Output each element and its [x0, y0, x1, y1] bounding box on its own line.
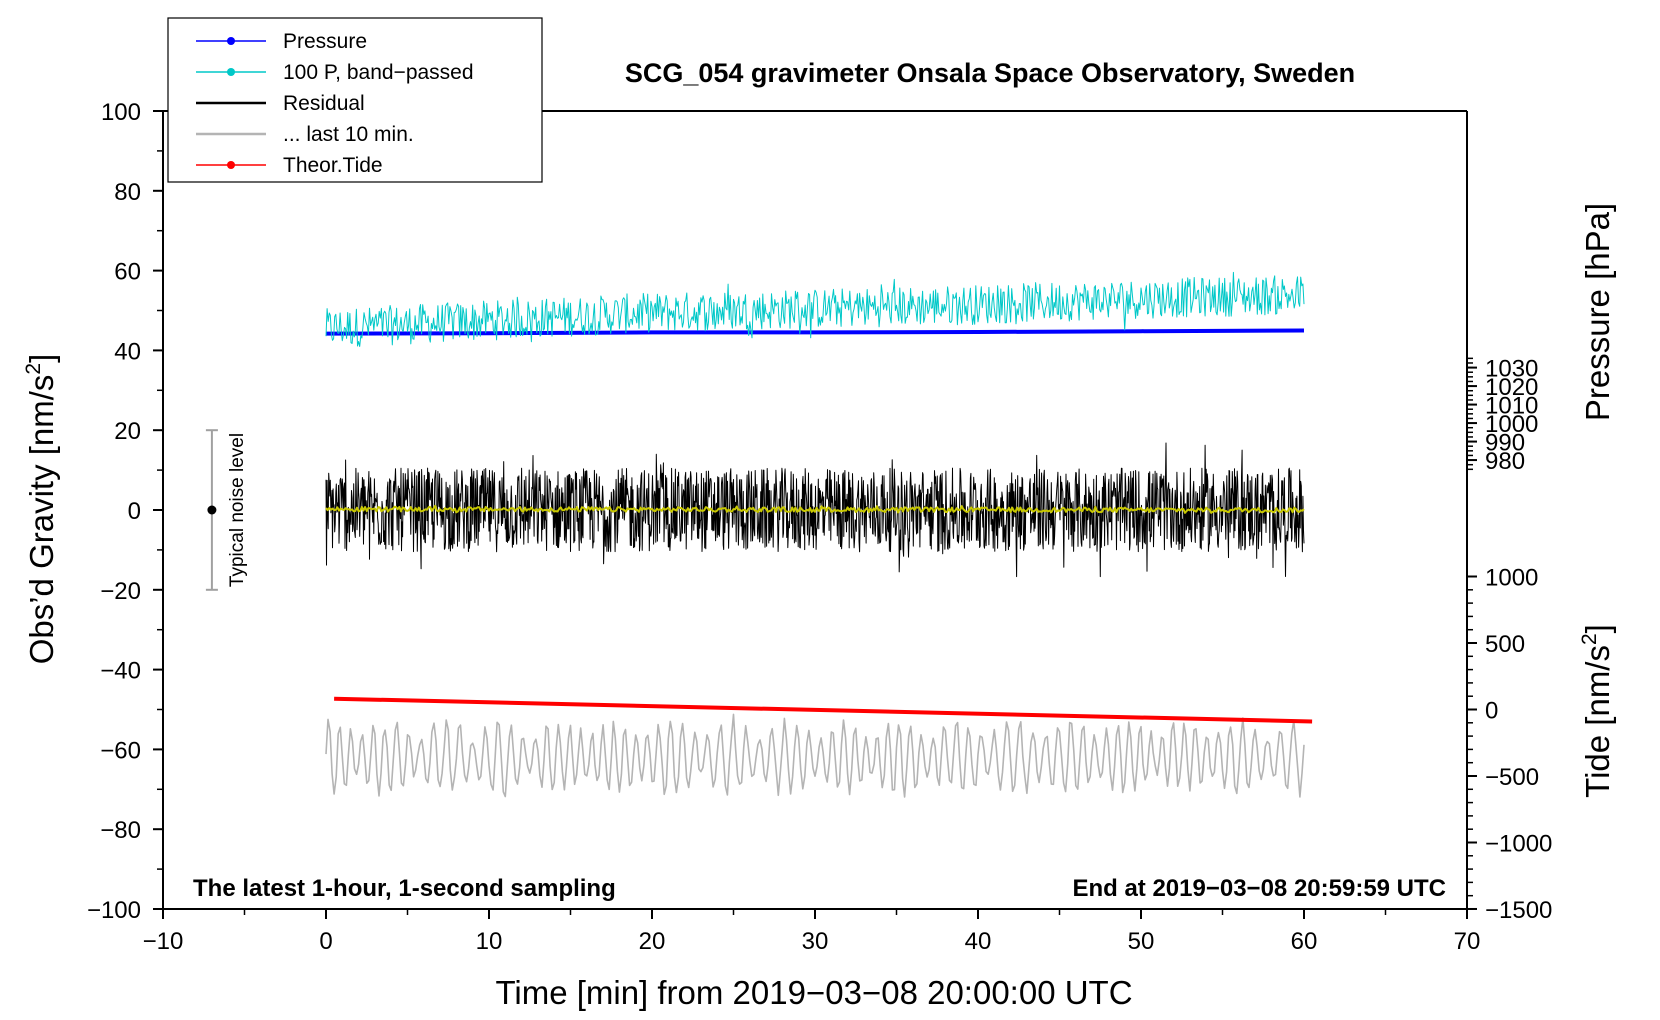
y-tick-label: −40 — [100, 658, 141, 685]
x-axis-title: Time [min] from 2019−03−08 20:00:00 UTC — [495, 974, 1132, 1011]
x-tick-label: 0 — [319, 928, 332, 955]
tide-tick-label: −1500 — [1485, 897, 1552, 924]
series--last-10-min--trace — [325, 713, 1305, 798]
x-tick-label: 70 — [1454, 928, 1481, 955]
chart-title: SCG_054 gravimeter Onsala Space Observat… — [625, 58, 1355, 88]
pressure-tick-label: 1000 — [1485, 411, 1538, 438]
x-tick-label: 50 — [1128, 928, 1155, 955]
x-tick-label: −10 — [143, 928, 184, 955]
legend-label: ... last 10 min. — [283, 123, 414, 146]
pressure-tick-label: 1030 — [1485, 356, 1538, 383]
legend-box — [167, 17, 543, 183]
legend-label: Pressure — [283, 30, 367, 53]
y-axis-title-left: Obs’d Gravity [nm/s2] — [22, 354, 60, 665]
tide-tick-label: 0 — [1485, 698, 1498, 725]
y-axis-title-tide-sup: 2 — [1578, 633, 1601, 645]
ticks-layer: −10 0 10 20 30 40 50 60 70100806040200−20−40−60−… — [87, 99, 1552, 955]
series-100-p-band-passed-trace — [325, 271, 1305, 347]
legend-swatch-marker — [227, 161, 235, 169]
tide-tick-label: 500 — [1485, 631, 1525, 658]
series-residual-trace — [325, 442, 1305, 578]
y-axis-title-tide: Tide [nm/s2] — [1578, 624, 1616, 798]
y-tick-label: −100 — [87, 897, 141, 924]
legend-label: Theor.Tide — [283, 154, 383, 177]
pressure-tick-label: 990 — [1485, 430, 1525, 457]
series-residual-smoothed-trace — [325, 504, 1305, 514]
x-tick-label: 20 — [639, 928, 666, 955]
noise-center-dot — [207, 505, 217, 515]
tide-tick-label: −500 — [1485, 764, 1539, 791]
tide-tick-label: 1000 — [1485, 565, 1538, 592]
x-tick-label: 60 — [1291, 928, 1318, 955]
series-layer — [325, 271, 1313, 798]
pressure-tick-label: 1010 — [1485, 393, 1538, 420]
legend-swatch-marker — [227, 68, 235, 76]
x-tick-label: 10 — [476, 928, 503, 955]
series-theor-tide-line — [334, 696, 1313, 724]
pressure-tick-label: 1020 — [1485, 374, 1538, 401]
bottom-right-annotation: End at 2019−03−08 20:59:59 UTC — [1072, 875, 1446, 902]
y-tick-label: −80 — [100, 817, 141, 844]
y-axis-title-tide-main: Tide [nm/s — [1579, 645, 1616, 798]
y-axis-title-left-main: Obs’d Gravity [nm/s — [23, 375, 60, 665]
y-tick-label: 80 — [114, 179, 141, 206]
bottom-left-annotation: The latest 1-hour, 1-second sampling — [193, 875, 616, 902]
legend-swatch-marker — [227, 37, 235, 45]
series-pressure-line — [325, 328, 1305, 336]
legend-label: Residual — [283, 92, 365, 115]
y-tick-label: 40 — [114, 338, 141, 365]
y-tick-label: 100 — [101, 99, 141, 126]
legend: Pressure 100 P, band−passed Residual ... la… — [167, 17, 543, 183]
legend-label: 100 P, band−passed — [283, 61, 474, 84]
typical-noise-label: Typical noise level — [227, 433, 248, 587]
typical-noise-indicator — [205, 429, 218, 591]
x-tick-label: 30 — [802, 928, 829, 955]
y-axis-title-pressure: Pressure [hPa] — [1579, 203, 1616, 421]
y-axis-title-left-sup: 2 — [22, 363, 45, 375]
y-tick-label: 60 — [114, 259, 141, 286]
y-tick-label: −20 — [100, 578, 141, 605]
y-axis-title-tide-end: ] — [1579, 624, 1616, 633]
x-tick-label: 40 — [965, 928, 992, 955]
y-axis-title-left-end: ] — [23, 354, 60, 363]
y-tick-label: 0 — [128, 498, 141, 525]
y-tick-label: 20 — [114, 418, 141, 445]
y-tick-label: −60 — [100, 737, 141, 764]
pressure-tick-label: 980 — [1485, 448, 1525, 475]
tide-tick-label: −1000 — [1485, 830, 1552, 857]
